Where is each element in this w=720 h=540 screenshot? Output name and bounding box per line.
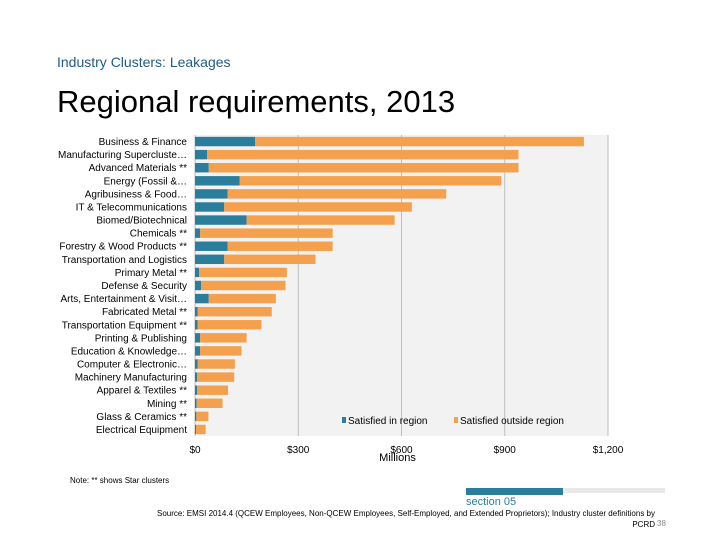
bar-outside-region xyxy=(200,333,247,343)
bar-in-region xyxy=(195,136,256,147)
legend-label: Satisfied in region xyxy=(348,416,428,427)
category-label: IT & Telecommunications xyxy=(76,202,187,213)
legend-swatch xyxy=(342,417,346,423)
category-label: Defense & Security xyxy=(101,281,187,292)
category-label: Agribusiness & Food… xyxy=(85,189,187,200)
category-label: Advanced Materials ** xyxy=(89,163,187,174)
section-label: section 05 xyxy=(466,496,517,508)
page-title: Regional requirements, 2013 xyxy=(57,84,456,119)
category-label: Primary Metal ** xyxy=(115,268,187,279)
bar-in-region xyxy=(195,215,247,225)
page-number: 38 xyxy=(657,519,666,528)
bar-outside-region xyxy=(201,280,286,291)
category-label: Machinery Manufacturing xyxy=(75,373,187,384)
bar-in-region xyxy=(195,293,209,304)
x-axis-unit-label: Millions xyxy=(379,452,416,464)
bar-outside-region xyxy=(196,411,209,422)
category-label: Electrical Equipment xyxy=(96,425,187,436)
section-tab xyxy=(466,488,563,495)
category-label: Computer & Electronic… xyxy=(77,360,187,371)
bar-outside-region xyxy=(224,202,412,212)
source-note: Source: EMSI 2014.4 (QCEW Employees, Non… xyxy=(157,509,655,529)
bar-outside-region xyxy=(197,372,235,382)
category-label: Transportation and Logistics xyxy=(62,255,187,266)
bar-in-region xyxy=(195,385,198,395)
bar-in-region xyxy=(195,424,197,435)
x-tick-label: $600 xyxy=(390,445,413,456)
bar-in-region xyxy=(195,189,228,199)
category-label: Arts, Entertainment & Visit… xyxy=(60,294,187,305)
section-header-label: Industry Clusters: Leakages xyxy=(57,54,231,70)
bar-outside-region xyxy=(208,293,276,304)
bar-outside-region xyxy=(207,149,519,160)
x-tick-label: $1,200 xyxy=(593,445,624,456)
category-label: Mining ** xyxy=(147,399,187,410)
bar-outside-region xyxy=(196,398,223,408)
bar-in-region xyxy=(195,333,201,343)
bar-outside-region xyxy=(197,359,235,369)
bar-outside-region xyxy=(197,306,272,317)
legend-label: Satisfied outside region xyxy=(460,416,564,427)
category-label: Business & Finance xyxy=(99,137,188,148)
bar-outside-region xyxy=(227,189,447,199)
bar-in-region xyxy=(195,306,198,317)
bar-in-region xyxy=(195,346,201,356)
bar-outside-region xyxy=(224,254,316,265)
bar-outside-region xyxy=(239,176,502,186)
bar-in-region xyxy=(195,398,197,408)
category-label: Energy (Fossil &… xyxy=(104,176,187,187)
x-tick-label: $0 xyxy=(189,445,201,456)
bar-in-region xyxy=(195,411,197,422)
bar-outside-region xyxy=(255,136,584,147)
bar-outside-region xyxy=(208,163,519,173)
bar-outside-region xyxy=(199,267,287,278)
x-tick-label: $300 xyxy=(287,445,310,456)
bar-outside-region xyxy=(197,320,262,330)
category-label: Chemicals ** xyxy=(130,229,187,240)
bar-in-region xyxy=(195,176,240,186)
bar-in-region xyxy=(195,163,209,173)
star-clusters-note: Note: ** shows Star clusters xyxy=(70,476,170,485)
legend-swatch xyxy=(454,417,458,423)
category-label: Fabricated Metal ** xyxy=(102,307,187,318)
x-tick-label: $900 xyxy=(494,445,517,456)
footer-divider xyxy=(470,488,665,493)
bar-in-region xyxy=(195,280,202,291)
category-label: Printing & Publishing xyxy=(95,333,187,344)
bar-outside-region xyxy=(227,241,333,251)
bar-outside-region xyxy=(196,424,206,435)
category-label: Transportation Equipment ** xyxy=(62,320,187,331)
category-label: Manufacturing Supercluste… xyxy=(58,150,187,161)
bar-in-region xyxy=(195,372,198,382)
bar-in-region xyxy=(195,149,208,160)
category-label: Education & Knowledge… xyxy=(71,346,187,357)
bar-in-region xyxy=(195,267,200,278)
bar-outside-region xyxy=(246,215,395,225)
category-label: Biomed/Biotechnical xyxy=(96,216,187,227)
bar-in-region xyxy=(195,228,201,238)
bar-outside-region xyxy=(200,346,242,356)
category-label: Forestry & Wood Products ** xyxy=(59,242,187,253)
bar-in-region xyxy=(195,320,198,330)
category-label: Glass & Ceramics ** xyxy=(96,412,187,423)
bar-in-region xyxy=(195,241,228,251)
category-label: Apparel & Textiles ** xyxy=(97,386,188,397)
bar-outside-region xyxy=(197,385,229,395)
bar-in-region xyxy=(195,202,225,212)
bar-in-region xyxy=(195,359,198,369)
bar-outside-region xyxy=(200,228,333,238)
bar-in-region xyxy=(195,254,225,265)
